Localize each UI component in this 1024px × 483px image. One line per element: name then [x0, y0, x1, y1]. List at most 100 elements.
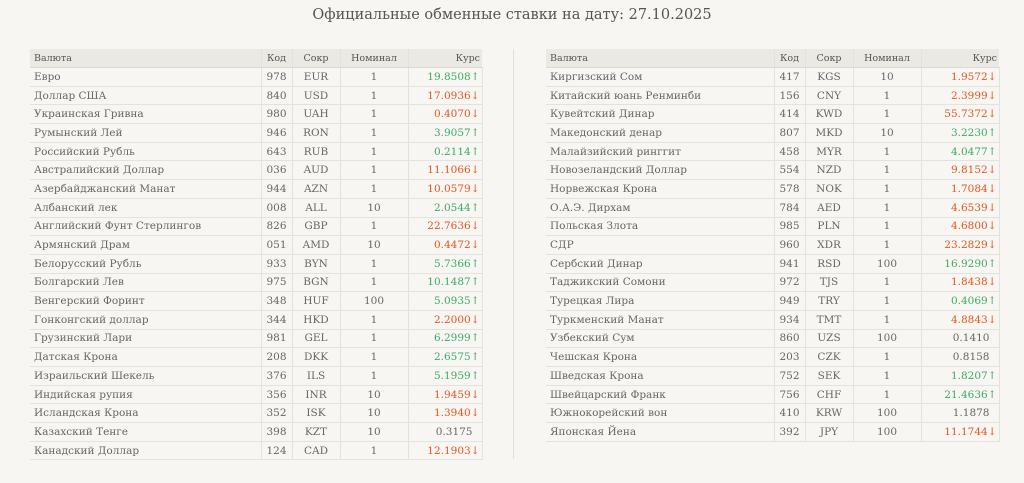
arrow-down-icon: ↓ — [987, 164, 997, 177]
currency-name-cell: Новозеландский Доллар — [546, 160, 774, 181]
rate-value: 1.8438 — [950, 276, 988, 289]
page-title: Официальные обменные ставки на дату: 27.… — [312, 7, 712, 23]
currency-nominal-cell: 100 — [852, 254, 921, 274]
currency-rate-cell: 17.0936↓ — [407, 86, 483, 106]
currency-code-cell: 784 — [773, 198, 805, 218]
rate-value: 1.9572 — [950, 70, 988, 83]
arrow-down-icon: ↓ — [987, 89, 997, 102]
header-code[interactable]: Код — [260, 49, 292, 68]
currency-code-cell: 398 — [260, 422, 292, 442]
currency-nominal-cell: 10 — [339, 403, 408, 424]
arrow-down-icon: ↓ — [470, 89, 480, 102]
currency-code-cell: 752 — [773, 366, 805, 386]
currency-nominal-cell: 100 — [852, 329, 921, 349]
currency-rate-cell: 1.9459↓ — [407, 385, 483, 405]
currency-nominal-cell: 1 — [852, 235, 921, 255]
currency-name-cell: Румынский Лей — [30, 123, 261, 143]
table-row: Сербский Динар 941 RSD 100 16.9290↑ — [546, 254, 1000, 274]
currency-abbr-cell: EUR — [291, 67, 340, 87]
header-nominal[interactable]: Номинал — [339, 49, 408, 68]
arrow-down-icon: ↓ — [987, 108, 997, 121]
currency-nominal-cell: 1 — [339, 160, 408, 181]
rate-value: 0.4472 — [433, 239, 471, 252]
currency-code-cell: 975 — [260, 273, 292, 293]
table-row: Южнокорейский вон 410 KRW 100 1.1878 — [546, 403, 1000, 424]
currency-abbr-cell: INR — [291, 385, 340, 405]
currency-name-cell: Болгарский Лев — [30, 273, 261, 293]
table-row: Казахский Тенге 398 KZT 10 0.3175 — [30, 422, 483, 442]
currency-rate-cell: 4.0477↑ — [920, 142, 1000, 162]
table-row: Английский Фунт Стерлингов 826 GBP 1 22.7636… — [30, 217, 483, 237]
currency-code-cell: 826 — [260, 217, 292, 237]
currency-code-cell: 414 — [773, 104, 805, 125]
arrow-up-icon: ↑ — [470, 126, 480, 139]
table-row: Венгерский Форинт 348 HUF 100 5.0935↑ — [30, 291, 483, 311]
header-rate[interactable]: Курс — [407, 49, 482, 68]
currency-rate-cell: 1.8207↑ — [920, 366, 1000, 386]
currency-abbr-cell: CNY — [804, 86, 853, 106]
rate-value: 0.8158 — [952, 351, 990, 364]
currency-nominal-cell: 1 — [339, 217, 408, 237]
rates-table-right-body: Киргизский Сом 417 KGS 10 1.9572↓ Китайский ю… — [546, 67, 1000, 442]
currency-abbr-cell: NZD — [804, 160, 853, 181]
header-abbr[interactable]: Сокр — [804, 49, 853, 68]
table-row: О.А.Э. Дирхам 784 AED 1 4.6539↓ — [546, 198, 1000, 218]
currency-abbr-cell: AZN — [291, 179, 340, 199]
currency-rate-cell: 16.9290↑ — [920, 254, 1000, 274]
currency-abbr-cell: RSD — [804, 254, 853, 274]
currency-nominal-cell: 1 — [852, 347, 921, 367]
header-code[interactable]: Код — [773, 49, 805, 68]
table-row: Российский Рубль 643 RUB 1 0.2114↑ — [30, 142, 483, 162]
rates-table-left-body: Евро 978 EUR 1 19.8508↑ Доллар США 840 USD 1 17.0… — [30, 67, 483, 461]
currency-code-cell: 980 — [260, 104, 292, 125]
rate-value: 1.3940 — [433, 407, 471, 420]
header-abbr[interactable]: Сокр — [291, 49, 340, 68]
currency-nominal-cell: 10 — [339, 385, 408, 405]
arrow-up-icon: ↑ — [470, 351, 480, 364]
currency-name-cell: Японская Йена — [546, 422, 774, 442]
currency-abbr-cell: AED — [804, 198, 853, 218]
arrow-down-icon: ↓ — [470, 444, 480, 457]
rate-value: 16.9290 — [944, 257, 988, 270]
currency-nominal-cell: 1 — [852, 142, 921, 162]
table-row: Канадский Доллар 124 CAD 1 12.1903↓ — [30, 441, 483, 461]
header-nominal[interactable]: Номинал — [852, 49, 921, 68]
arrow-up-icon: ↑ — [470, 295, 480, 308]
currency-rate-cell: 11.1066↓ — [407, 160, 483, 181]
currency-code-cell: 941 — [773, 254, 805, 274]
currency-nominal-cell: 1 — [339, 347, 408, 367]
currency-rate-cell: 0.4069↑ — [920, 291, 1000, 311]
currency-name-cell: Македонский денар — [546, 123, 774, 143]
currency-name-cell: Английский Фунт Стерлингов — [30, 217, 261, 237]
table-row: Датская Крона 208 DKK 1 2.6575↑ — [30, 347, 483, 367]
currency-rate-cell: 0.3175 — [407, 422, 483, 442]
currency-nominal-cell: 10 — [852, 67, 921, 87]
header-currency[interactable]: Валюта — [30, 49, 261, 68]
table-row: Китайский юань Ренминби 156 CNY 1 2.3999↓ — [546, 86, 1000, 106]
currency-name-cell: Грузинский Лари — [30, 329, 261, 349]
column-divider — [513, 49, 514, 459]
arrow-down-icon: ↓ — [987, 276, 997, 289]
header-currency[interactable]: Валюта — [546, 49, 774, 68]
currency-name-cell: Турецкая Лира — [546, 291, 774, 311]
arrow-up-icon: ↑ — [987, 257, 997, 270]
currency-nominal-cell: 1 — [339, 366, 408, 386]
header-rate[interactable]: Курс — [920, 49, 999, 68]
currency-nominal-cell: 1 — [852, 179, 921, 199]
currency-name-cell: Армянский Драм — [30, 235, 261, 255]
rate-value: 1.8207 — [950, 369, 988, 382]
currency-abbr-cell: KZT — [291, 422, 340, 442]
currency-code-cell: 960 — [773, 235, 805, 255]
currency-nominal-cell: 1 — [852, 310, 921, 330]
currency-nominal-cell: 1 — [852, 291, 921, 311]
currency-rate-cell: 5.1959↑ — [407, 366, 483, 386]
currency-rate-cell: 4.6539↓ — [920, 198, 1000, 218]
table-row: Израильский Шекель 376 ILS 1 5.1959↑ — [30, 366, 483, 386]
currency-name-cell: Туркменский Манат — [546, 310, 774, 330]
table-row: Евро 978 EUR 1 19.8508↑ — [30, 67, 483, 87]
currency-name-cell: Узбекский Сум — [546, 329, 774, 349]
currency-code-cell: 985 — [773, 217, 805, 237]
currency-abbr-cell: HKD — [291, 310, 340, 330]
table-row: Македонский денар 807 MKD 10 3.2230↑ — [546, 123, 1000, 143]
currency-nominal-cell: 1 — [339, 254, 408, 274]
